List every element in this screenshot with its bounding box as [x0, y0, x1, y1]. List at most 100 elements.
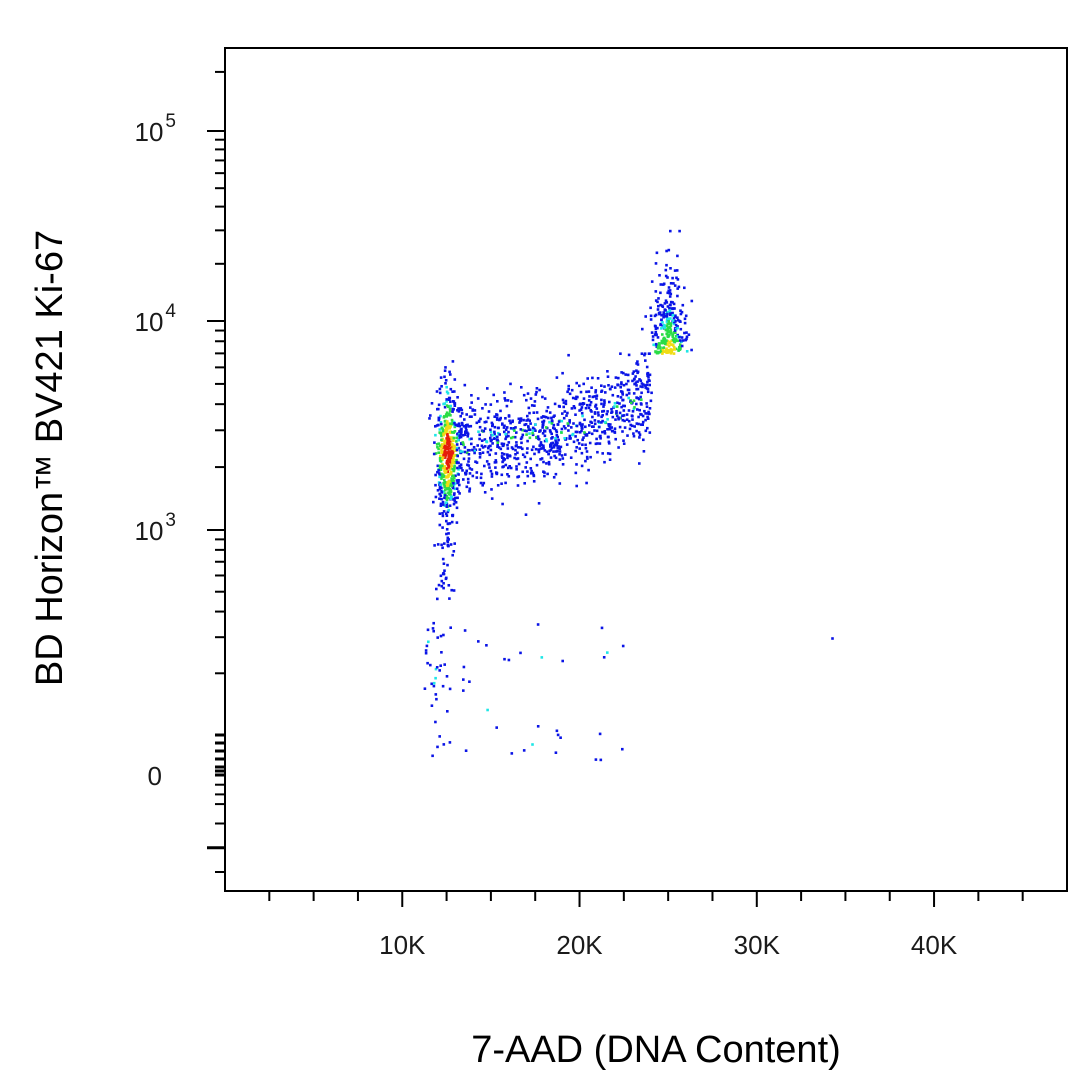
data-point	[438, 492, 441, 496]
data-point	[608, 458, 612, 461]
data-point	[668, 289, 672, 292]
data-point	[453, 422, 456, 425]
data-point	[450, 520, 454, 524]
data-point	[582, 382, 585, 386]
data-point	[669, 282, 673, 285]
data-point	[438, 444, 442, 448]
data-point	[453, 425, 457, 429]
data-point	[530, 404, 534, 407]
data-point	[658, 274, 661, 277]
data-point	[589, 455, 592, 459]
data-point	[555, 430, 559, 434]
data-point	[513, 435, 517, 439]
data-point	[622, 409, 626, 412]
data-point	[459, 463, 463, 466]
data-point	[622, 439, 625, 442]
data-point	[440, 445, 444, 448]
data-point	[634, 381, 638, 384]
data-point	[625, 382, 628, 386]
data-point	[664, 268, 668, 272]
data-point	[445, 440, 449, 444]
data-point	[447, 439, 451, 442]
data-point	[632, 432, 635, 435]
data-point	[462, 425, 466, 428]
data-point	[457, 490, 460, 493]
data-point	[452, 476, 456, 480]
data-point	[464, 749, 468, 752]
data-point	[450, 477, 453, 480]
data-point	[644, 386, 647, 389]
data-point	[447, 464, 451, 467]
data-point	[458, 434, 461, 437]
data-point	[441, 458, 444, 461]
data-point	[528, 428, 532, 431]
data-point	[500, 482, 503, 485]
data-point	[446, 563, 449, 567]
data-point	[493, 432, 496, 436]
data-point	[611, 415, 615, 419]
data-point	[503, 424, 506, 428]
data-point	[440, 486, 443, 490]
data-point	[459, 408, 462, 411]
data-point	[521, 453, 525, 456]
data-point	[545, 409, 548, 413]
data-point	[450, 479, 454, 483]
data-point	[439, 376, 443, 379]
data-point	[654, 327, 658, 331]
data-point	[438, 512, 442, 515]
x-tick-label: 30K	[734, 930, 781, 960]
data-point	[622, 371, 625, 375]
data-point	[525, 451, 529, 455]
data-point	[546, 472, 549, 476]
data-point	[603, 385, 606, 388]
data-point	[580, 406, 584, 409]
data-point	[470, 442, 473, 446]
data-point	[473, 413, 477, 416]
data-point	[661, 348, 665, 352]
data-point	[597, 414, 600, 417]
data-point	[445, 498, 449, 502]
data-point	[445, 411, 449, 414]
data-point	[669, 348, 673, 351]
data-point	[636, 371, 639, 375]
data-point	[556, 435, 559, 439]
data-point	[549, 443, 552, 447]
data-point	[443, 663, 446, 666]
data-point	[521, 447, 524, 451]
data-point	[498, 433, 501, 436]
data-point	[572, 422, 575, 425]
data-point	[449, 447, 452, 450]
data-point	[585, 455, 589, 459]
data-point	[671, 319, 675, 322]
data-point	[671, 311, 674, 315]
data-point	[545, 439, 549, 443]
data-point	[448, 687, 452, 691]
data-point	[457, 473, 460, 476]
data-point	[432, 629, 435, 633]
data-point	[550, 437, 553, 440]
data-point	[454, 496, 457, 500]
data-point	[668, 350, 672, 354]
data-point	[664, 342, 667, 346]
data-point	[439, 634, 443, 638]
data-point	[436, 470, 439, 474]
data-point	[521, 470, 524, 474]
data-point	[690, 299, 694, 303]
data-point	[580, 426, 584, 429]
data-point	[455, 487, 459, 490]
data-point	[673, 269, 677, 272]
data-point	[633, 406, 636, 409]
data-point	[641, 423, 644, 426]
data-point	[451, 439, 455, 442]
data-point	[437, 423, 440, 427]
data-point	[499, 409, 502, 413]
data-point	[641, 414, 645, 418]
data-point	[498, 418, 501, 422]
data-point	[641, 420, 645, 424]
data-point	[480, 444, 484, 448]
data-point	[457, 438, 460, 442]
data-point	[471, 409, 474, 412]
data-point	[660, 327, 663, 330]
data-point	[442, 743, 446, 746]
data-point	[678, 343, 682, 346]
